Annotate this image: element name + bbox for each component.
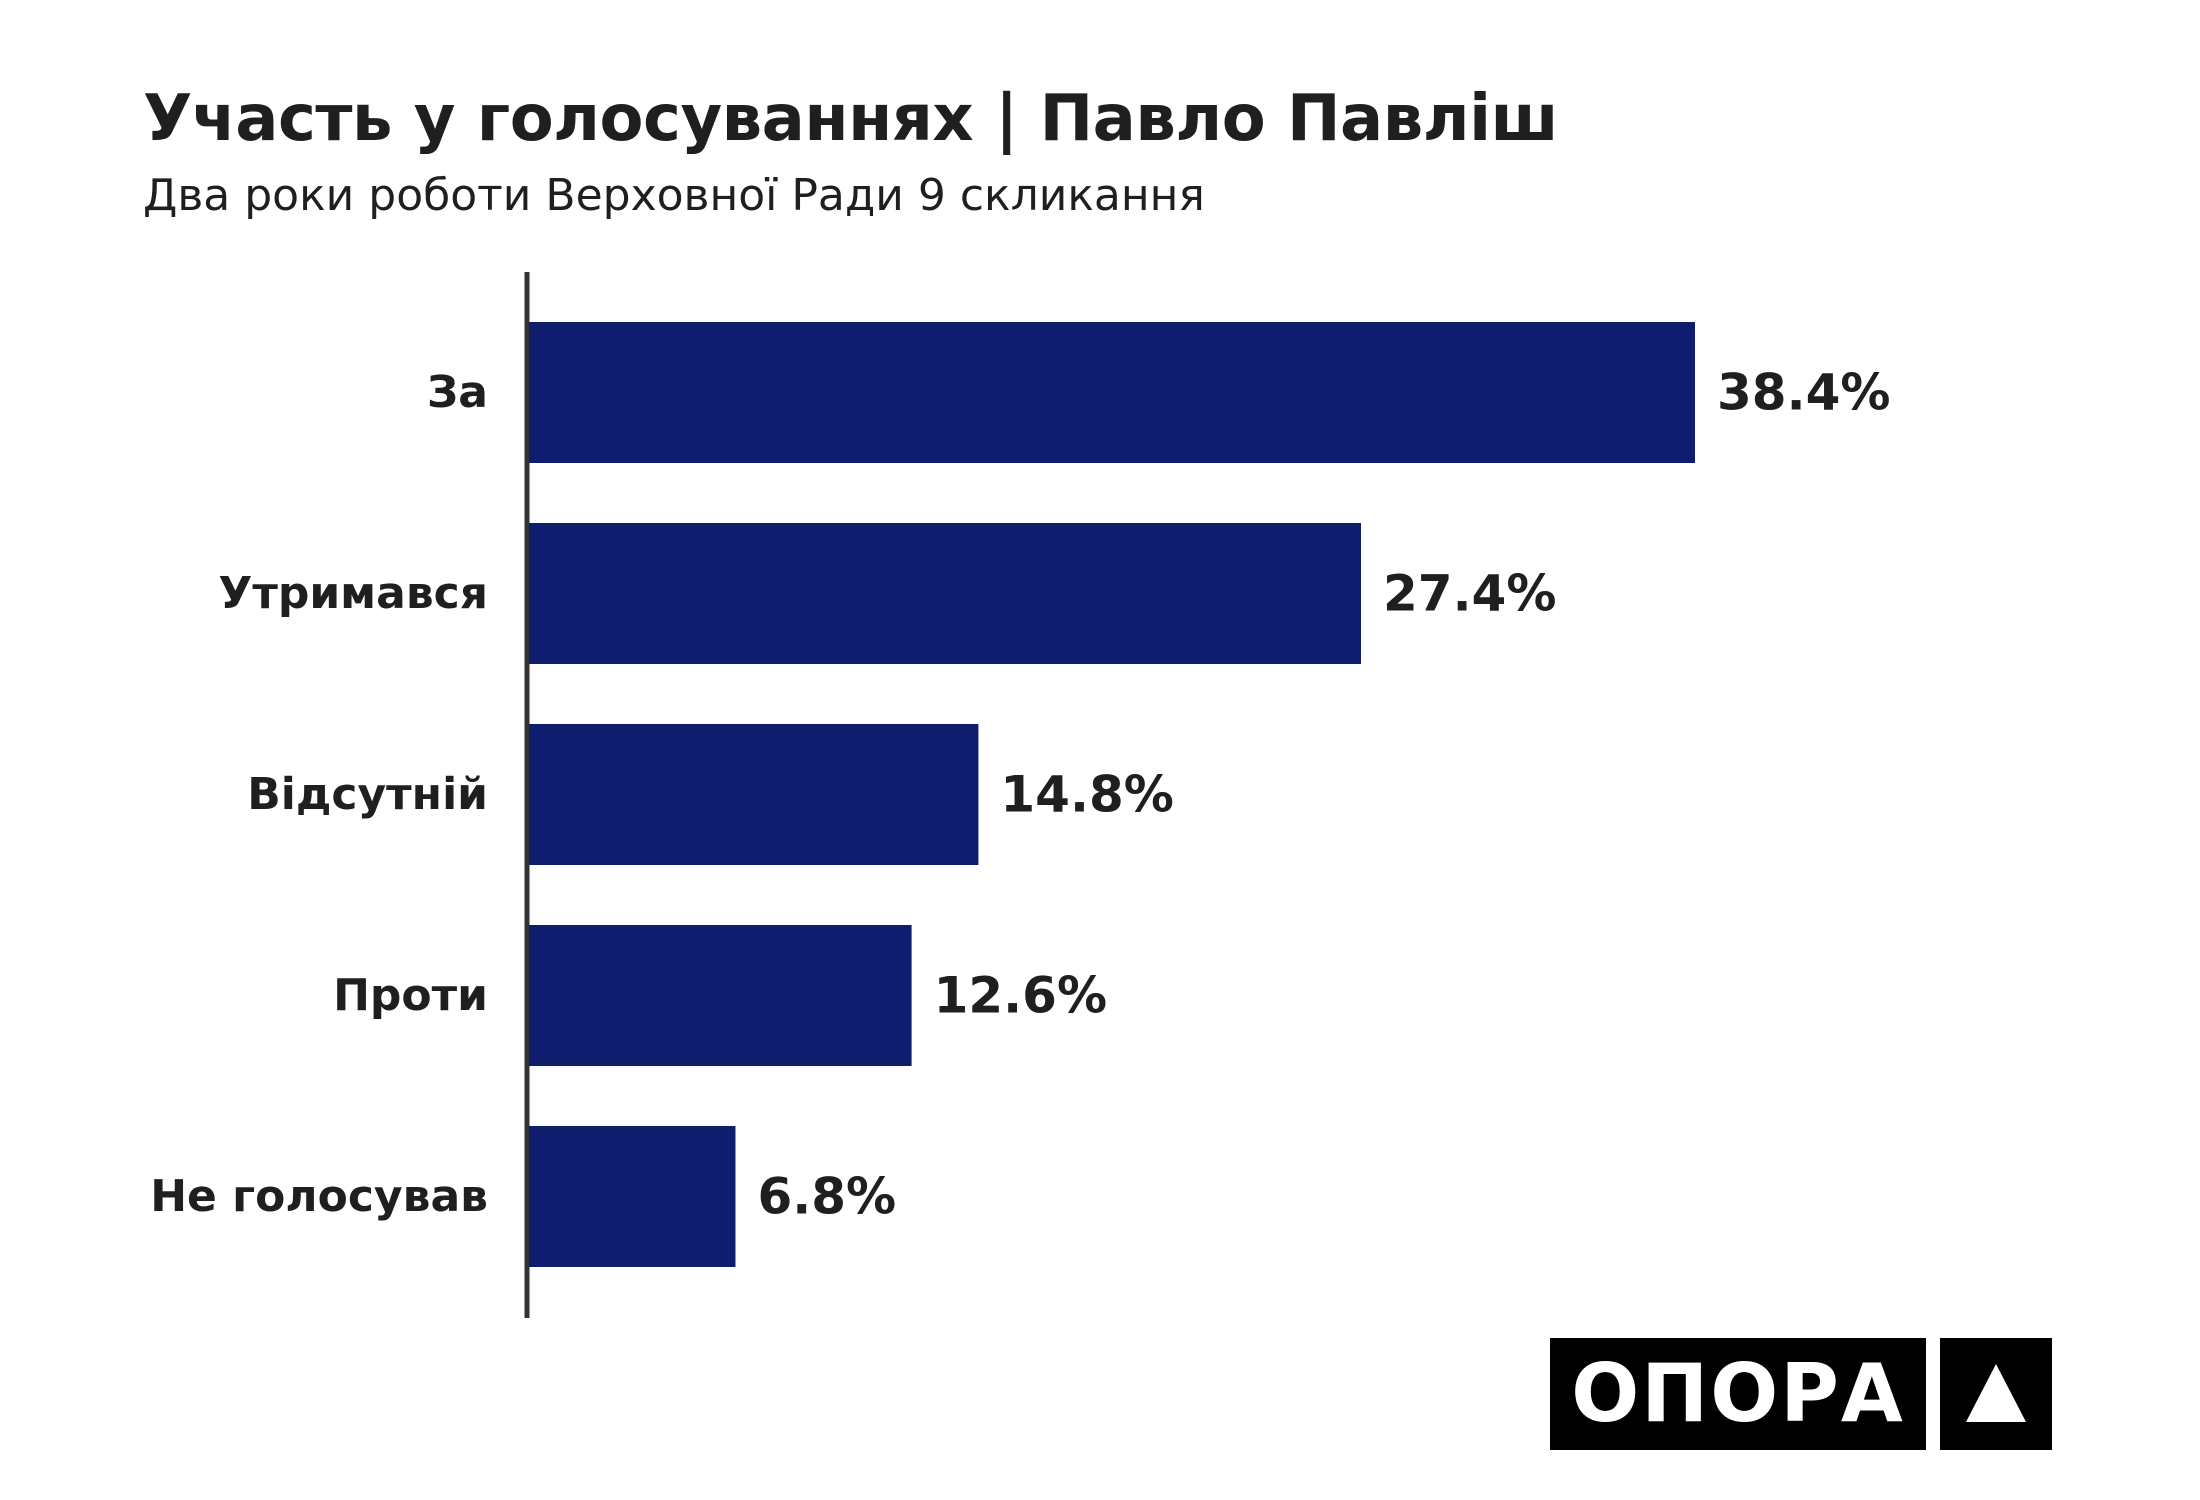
value-label: 6.8% <box>757 1168 896 1226</box>
triangle-up-icon <box>1940 1338 2052 1450</box>
bar-5 <box>529 1126 736 1267</box>
category-label: Утримався <box>218 568 488 619</box>
bar-2 <box>529 523 1361 664</box>
bar-3 <box>529 724 979 865</box>
bar-4 <box>529 925 912 1066</box>
chart-subtitle: Два роки роботи Верховної Ради 9 скликан… <box>143 170 1205 221</box>
value-label: 14.8% <box>1000 766 1173 824</box>
bars-group: За 38.4% Утримався 27.4% Відсутній 14.8% Проти… <box>150 322 1890 1267</box>
category-label: За <box>427 367 488 418</box>
opora-logo: ОПОРА <box>1550 1338 2052 1450</box>
category-label: Не голосував <box>150 1171 488 1222</box>
logo-wordmark: ОПОРА <box>1550 1338 1926 1450</box>
category-label: Проти <box>333 970 488 1021</box>
value-label: 38.4% <box>1717 364 1890 422</box>
value-label: 12.6% <box>934 967 1107 1025</box>
bar-1 <box>529 322 1695 463</box>
chart-title: Участь у голосуваннях | Павло Павліш <box>143 82 1559 156</box>
value-label: 27.4% <box>1383 565 1556 623</box>
category-label: Відсутній <box>247 769 488 820</box>
